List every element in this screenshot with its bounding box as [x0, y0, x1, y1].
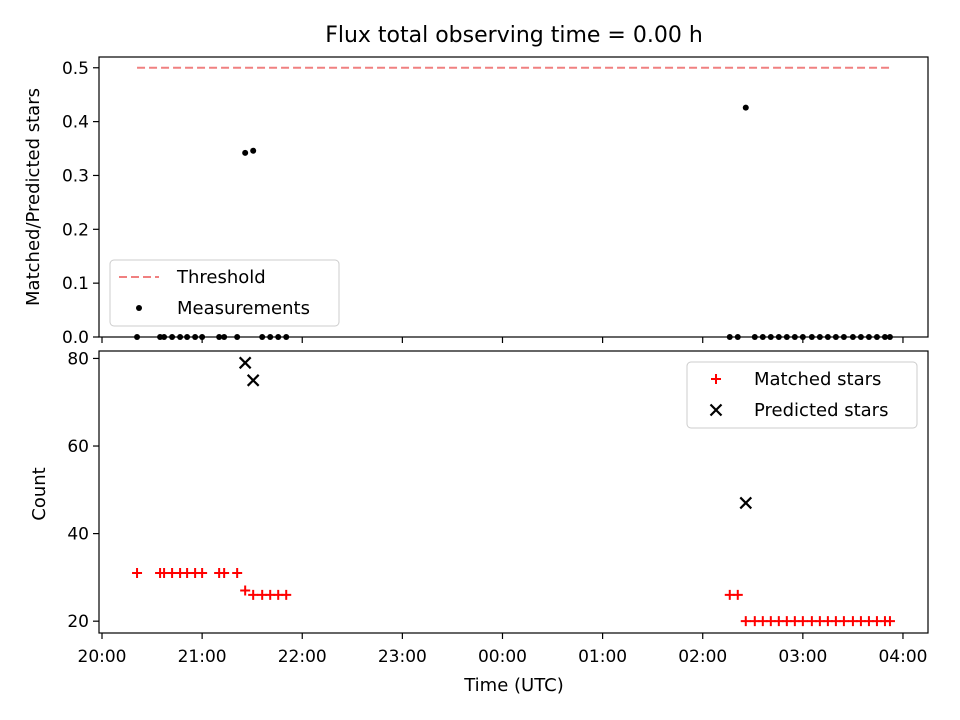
predicted-star-point — [246, 374, 260, 387]
bottom-x-tick-label: 02:00 — [678, 647, 727, 667]
top-y-tick-label: 0.2 — [62, 220, 89, 240]
matched-star-point — [219, 568, 230, 579]
matched-star-point — [732, 589, 743, 600]
bottom-x-tick-label: 04:00 — [878, 647, 927, 667]
bottom-x-tick-label: 21:00 — [178, 647, 227, 667]
matched-star-point — [240, 585, 251, 596]
bottom-plot-area: 20 40 60 80 20:00 21:00 22:00 23:00 00:00 01:00 02… — [67, 349, 929, 667]
legend-measurement-marker — [136, 305, 142, 311]
matched-star-point — [797, 616, 808, 627]
bottom-y-tick-label: 20 — [67, 612, 89, 632]
matched-star-point — [838, 616, 849, 627]
legend-matched-marker — [711, 374, 721, 384]
top-legend: Threshold Measurements — [109, 259, 340, 327]
top-legend-label: Threshold — [176, 267, 266, 288]
measurement-point — [250, 147, 257, 154]
legend-predicted-marker — [709, 403, 723, 417]
bottom-x-tick-label: 00:00 — [478, 647, 527, 667]
top-legend-label: Measurements — [177, 298, 310, 319]
bottom-chart-xlabel: Time (UTC) — [463, 675, 564, 696]
bottom-y-tick-label: 40 — [67, 525, 89, 545]
predicted-star-point — [739, 496, 753, 510]
bottom-legend-label: Predicted stars — [754, 400, 888, 421]
bottom-x-tick-label: 01:00 — [578, 647, 627, 667]
top-chart-ylabel: Matched/Predicted stars — [23, 88, 44, 306]
bottom-legend-box — [686, 361, 918, 429]
measurement-point — [742, 104, 749, 111]
matched-star-point — [197, 568, 208, 579]
bottom-axes-frame — [98, 350, 929, 634]
matched-star-point — [132, 568, 143, 579]
top-axes-frame — [98, 56, 929, 338]
bottom-chart-ylabel: Count — [29, 467, 50, 520]
predicted-star-point — [238, 356, 252, 370]
matched-star-point — [232, 568, 243, 579]
bottom-x-tick-label: 03:00 — [778, 647, 827, 667]
top-legend-box — [109, 259, 340, 327]
bottom-y-tick-label: 80 — [67, 349, 89, 369]
matched-star-point — [281, 589, 292, 600]
matched-star-point — [884, 616, 895, 627]
top-y-tick-label: 0.5 — [62, 59, 89, 79]
bottom-x-tick-label: 20:00 — [78, 647, 127, 667]
bottom-x-tick-label: 23:00 — [378, 647, 427, 667]
top-chart-title: Flux total observing time = 0.00 h — [325, 23, 703, 48]
bottom-y-tick-label: 60 — [67, 437, 89, 457]
matched-star-point — [248, 589, 259, 600]
top-y-tick-label: 0.4 — [62, 113, 89, 133]
measurement-point — [242, 149, 249, 156]
bottom-legend-label: Matched stars — [754, 369, 881, 390]
matched-star-point — [740, 616, 751, 627]
top-y-tick-label: 0.1 — [62, 274, 89, 294]
bottom-x-tick-label: 22:00 — [278, 647, 327, 667]
top-y-tick-label: 0.3 — [62, 166, 89, 186]
top-y-tick-label: 0.0 — [62, 328, 89, 348]
top-plot-area: 0.0 0.1 0.2 0.3 0.4 0.5 Threshold Measurements — [62, 56, 929, 348]
bottom-legend: Matched stars Predicted stars — [686, 361, 918, 429]
